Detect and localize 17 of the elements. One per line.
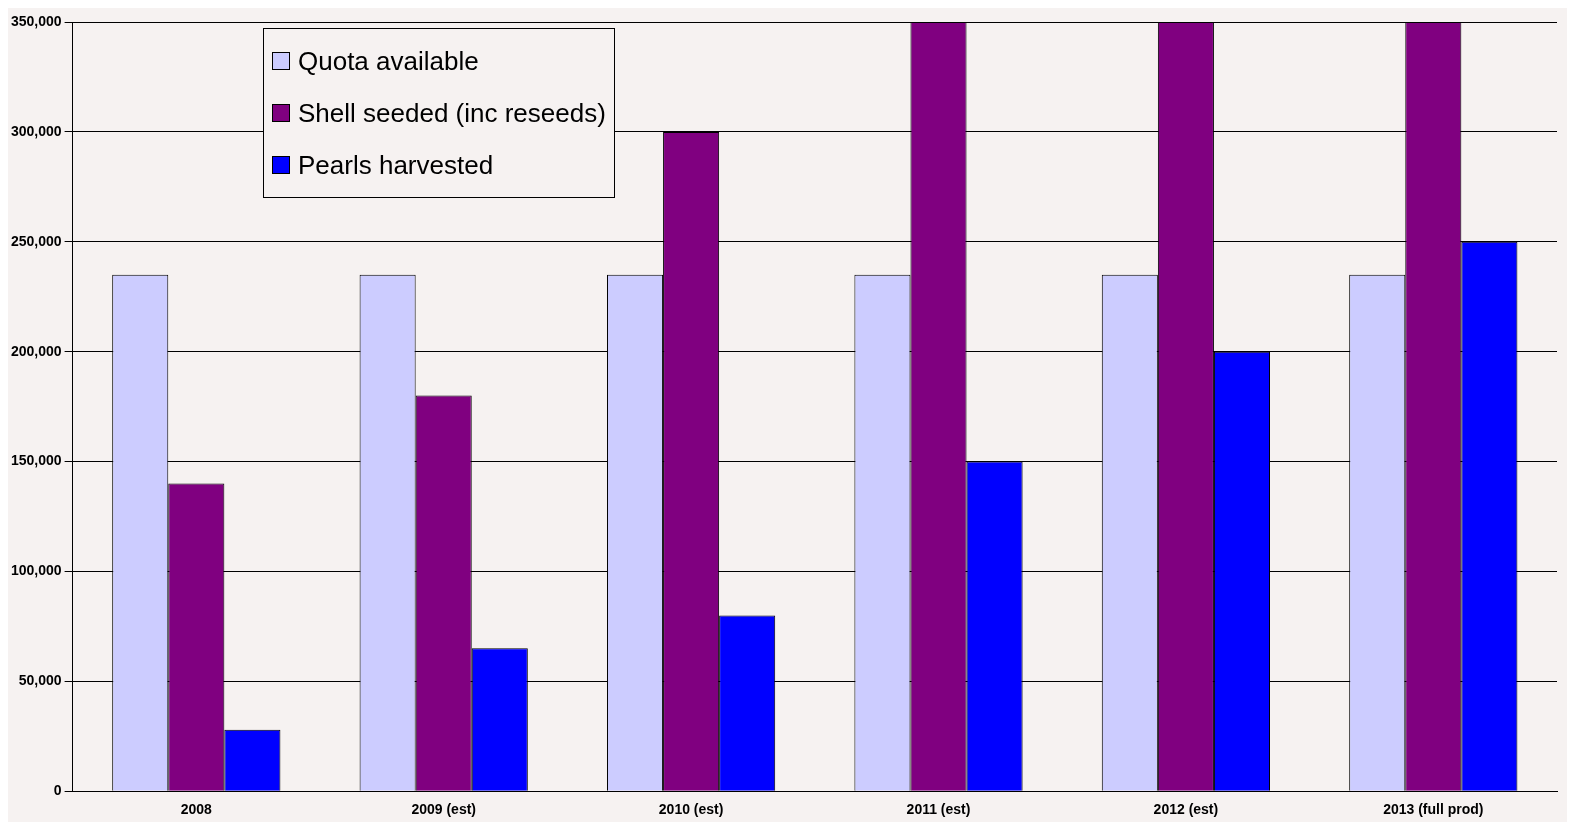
- legend-label: Shell seeded (inc reseeds): [298, 97, 606, 129]
- y-tick-label: 200,000: [11, 342, 62, 359]
- y-tick-label: 250,000: [11, 232, 62, 249]
- y-tick-label: 0: [53, 782, 62, 799]
- x-tick-label: 2010 (est): [658, 801, 724, 818]
- x-tick-label: 2009 (est): [411, 801, 476, 818]
- y-tick-label: 100,000: [11, 562, 62, 579]
- x-tick-label: 2012 (est): [1153, 801, 1219, 818]
- y-tick-label: 150,000: [11, 452, 62, 469]
- y-tick-label: 300,000: [11, 122, 62, 139]
- y-tick-label: 50,000: [18, 672, 62, 689]
- x-tick-label: 2011 (est): [906, 801, 971, 818]
- legend-label: Pearls harvested: [298, 149, 494, 181]
- x-tick-label: 2013 (full prod): [1383, 801, 1484, 818]
- legend-label: Quota available: [298, 45, 479, 77]
- y-tick-label: 350,000: [11, 12, 62, 29]
- x-tick-label: 2008: [180, 801, 213, 818]
